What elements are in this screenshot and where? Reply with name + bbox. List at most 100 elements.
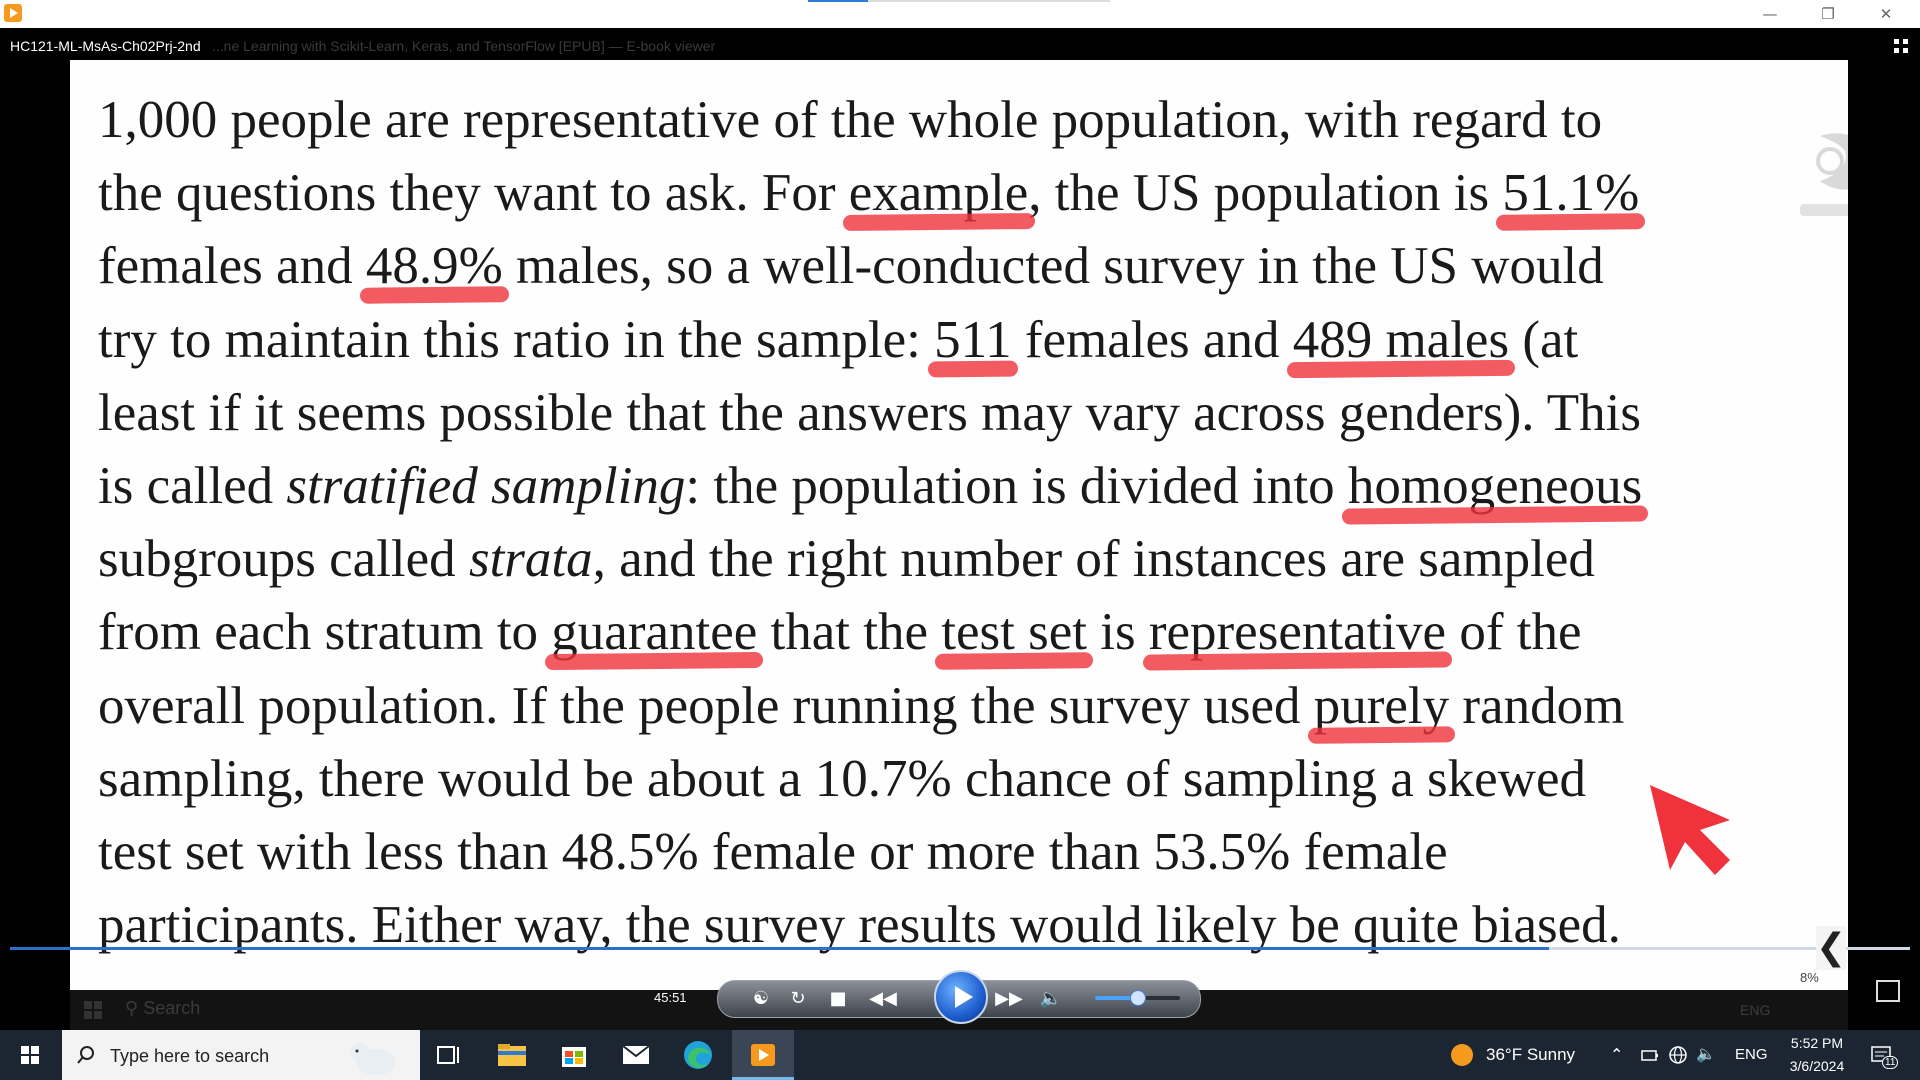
ghost-search-label: ⚲ Search bbox=[125, 998, 201, 1018]
loading-indicator bbox=[808, 0, 1110, 2]
highlighted-phrase: 51.1% bbox=[1502, 164, 1640, 223]
restore-icon[interactable]: ❐ bbox=[1821, 5, 1835, 23]
chevron-left-icon[interactable]: ❮ bbox=[1816, 926, 1847, 970]
book-line: subgroups called strata, and the right n… bbox=[98, 523, 1838, 596]
task-view-icon[interactable] bbox=[432, 1037, 468, 1073]
media-player-app-icon bbox=[4, 4, 22, 22]
rewind-icon[interactable]: ◀◀ bbox=[869, 988, 897, 1009]
media-player-icon bbox=[751, 1044, 775, 1066]
play-button[interactable] bbox=[934, 970, 988, 1024]
fullscreen-icon[interactable] bbox=[1876, 980, 1900, 1002]
active-app-indicator bbox=[732, 1077, 794, 1080]
text-run: 1,000 people are representative of the w… bbox=[98, 91, 1603, 149]
book-paragraph: 1,000 people are representative of the w… bbox=[98, 84, 1838, 962]
background-window-title: ...ne Learning with Scikit-Learn, Keras,… bbox=[212, 38, 716, 54]
weather-widget[interactable] bbox=[1450, 1041, 1590, 1067]
read-percent-label: 8% bbox=[1800, 970, 1819, 985]
volume-slider-fill bbox=[1095, 996, 1134, 1000]
text-run: test set with less than 48.5% female or … bbox=[98, 823, 1448, 882]
volume-slider-knob[interactable] bbox=[1130, 990, 1146, 1006]
ghost-language-label: ENG bbox=[1740, 1002, 1771, 1018]
clock-date[interactable]: 3/6/2024 bbox=[1789, 1058, 1845, 1074]
clock-time[interactable]: 5:52 PM bbox=[1790, 1035, 1844, 1051]
book-line: the questions they want to ask. For exam… bbox=[98, 157, 1838, 230]
text-run: sampling, there would be about a 10.7% c… bbox=[98, 749, 1586, 808]
highlighted-phrase: guarantee bbox=[551, 603, 758, 662]
polar-bear-search-highlight-icon bbox=[351, 1043, 396, 1075]
channel-watermark-logo bbox=[1800, 133, 1848, 216]
ghost-windows-icon bbox=[84, 1001, 102, 1019]
text-run: random bbox=[1449, 676, 1625, 735]
file-explorer-icon[interactable] bbox=[494, 1037, 530, 1073]
text-run: from each stratum to bbox=[98, 603, 552, 662]
weather-label: 36°F Sunny bbox=[1486, 1045, 1576, 1064]
book-line: participants. Either way, the survey res… bbox=[98, 889, 1838, 962]
notifications-icon[interactable]: 11 bbox=[1870, 1044, 1899, 1069]
watch-icon[interactable]: ☯ bbox=[752, 988, 770, 1009]
highlighted-phrase: homogeneous bbox=[1347, 457, 1643, 516]
highlighted-phrase: 511 bbox=[934, 310, 1012, 369]
window-titlebar: — ❐ ✕ bbox=[0, 0, 1920, 28]
mail-icon[interactable] bbox=[618, 1037, 654, 1073]
language-indicator[interactable]: ENG bbox=[1735, 1046, 1768, 1063]
minimize-icon[interactable]: — bbox=[1762, 5, 1778, 23]
text-run: is bbox=[1087, 603, 1149, 662]
player-info-bar: HC121-ML-MsAs-Ch02Prj-2nd ...ne Learning… bbox=[0, 28, 1920, 60]
highlighted-phrase: 48.9% bbox=[365, 237, 503, 296]
windows-start-icon[interactable] bbox=[0, 1030, 60, 1080]
playlist-grid-icon[interactable] bbox=[1893, 38, 1909, 54]
book-line: test set with less than 48.5% female or … bbox=[98, 816, 1838, 889]
fast-forward-icon[interactable]: ▶▶ bbox=[995, 988, 1023, 1009]
text-run: the questions they want to ask. For bbox=[98, 164, 849, 223]
highlighted-phrase: representative bbox=[1148, 603, 1447, 662]
text-run: females and bbox=[98, 237, 366, 296]
globe-network-icon[interactable] bbox=[1668, 1045, 1688, 1065]
video-title: HC121-ML-MsAs-Ch02Prj-2nd bbox=[10, 38, 201, 54]
book-line: 1,000 people are representative of the w… bbox=[98, 84, 1838, 157]
text-run: of the bbox=[1446, 603, 1582, 662]
sun-icon bbox=[1451, 1044, 1473, 1066]
text-run: , and the right number of instances are … bbox=[592, 530, 1595, 589]
battery-icon[interactable] bbox=[1640, 1047, 1660, 1063]
loading-indicator-fill bbox=[808, 0, 868, 2]
text-run: that the bbox=[757, 603, 942, 662]
highlighted-phrase: purely bbox=[1313, 676, 1450, 735]
book-line: females and 48.9% males, so a well-condu… bbox=[98, 230, 1838, 303]
book-line: is called stratified sampling: the popul… bbox=[98, 450, 1838, 523]
book-line: overall population. If the people runnin… bbox=[98, 670, 1838, 743]
store-icon[interactable] bbox=[556, 1037, 592, 1073]
text-run: least if it seems possible that the answ… bbox=[98, 383, 1642, 442]
media-player-taskbar-button[interactable] bbox=[732, 1030, 794, 1080]
stop-icon[interactable]: ■ bbox=[829, 988, 847, 1009]
close-icon[interactable]: ✕ bbox=[1879, 5, 1893, 23]
book-line: sampling, there would be about a 10.7% c… bbox=[98, 743, 1838, 816]
notification-count: 11 bbox=[1882, 1056, 1899, 1069]
chevron-up-icon[interactable]: ⌃ bbox=[1610, 1045, 1624, 1064]
reading-progress-bar[interactable] bbox=[10, 947, 1910, 950]
highlighted-phrase: example bbox=[848, 164, 1029, 223]
volume-icon[interactable]: 🔈 bbox=[1039, 988, 1063, 1009]
speaker-icon[interactable]: 🔈 bbox=[1696, 1044, 1716, 1063]
edge-icon[interactable] bbox=[680, 1037, 716, 1073]
repeat-icon[interactable]: ↻ bbox=[790, 988, 806, 1009]
annotation-cursor-arrow bbox=[1650, 785, 1730, 875]
italic-term: stratified sampling bbox=[286, 457, 686, 516]
text-run: females and bbox=[1011, 310, 1293, 369]
text-run: : the population is divided into bbox=[685, 457, 1348, 516]
text-run: is called bbox=[98, 457, 287, 516]
search-icon bbox=[77, 1046, 94, 1064]
taskbar-search-box[interactable] bbox=[62, 1030, 420, 1080]
ebook-page: 1,000 people are representative of the w… bbox=[70, 60, 1848, 990]
text-run: , the US population is bbox=[1028, 164, 1503, 223]
book-line: least if it seems possible that the answ… bbox=[98, 377, 1838, 450]
text-run: overall population. If the people runnin… bbox=[98, 676, 1314, 735]
book-line: from each stratum to guarantee that the … bbox=[98, 596, 1838, 669]
text-run: participants. Either way, the survey res… bbox=[98, 896, 1621, 955]
italic-term: strata bbox=[468, 530, 593, 589]
reading-progress-fill bbox=[10, 947, 1549, 950]
text-run: try to maintain this ratio in the sample… bbox=[98, 310, 935, 369]
text-run: subgroups called bbox=[98, 530, 469, 589]
elapsed-time: 45:51 bbox=[654, 990, 687, 1005]
text-run: (at bbox=[1509, 310, 1579, 369]
highlighted-phrase: 489 males bbox=[1292, 310, 1510, 369]
